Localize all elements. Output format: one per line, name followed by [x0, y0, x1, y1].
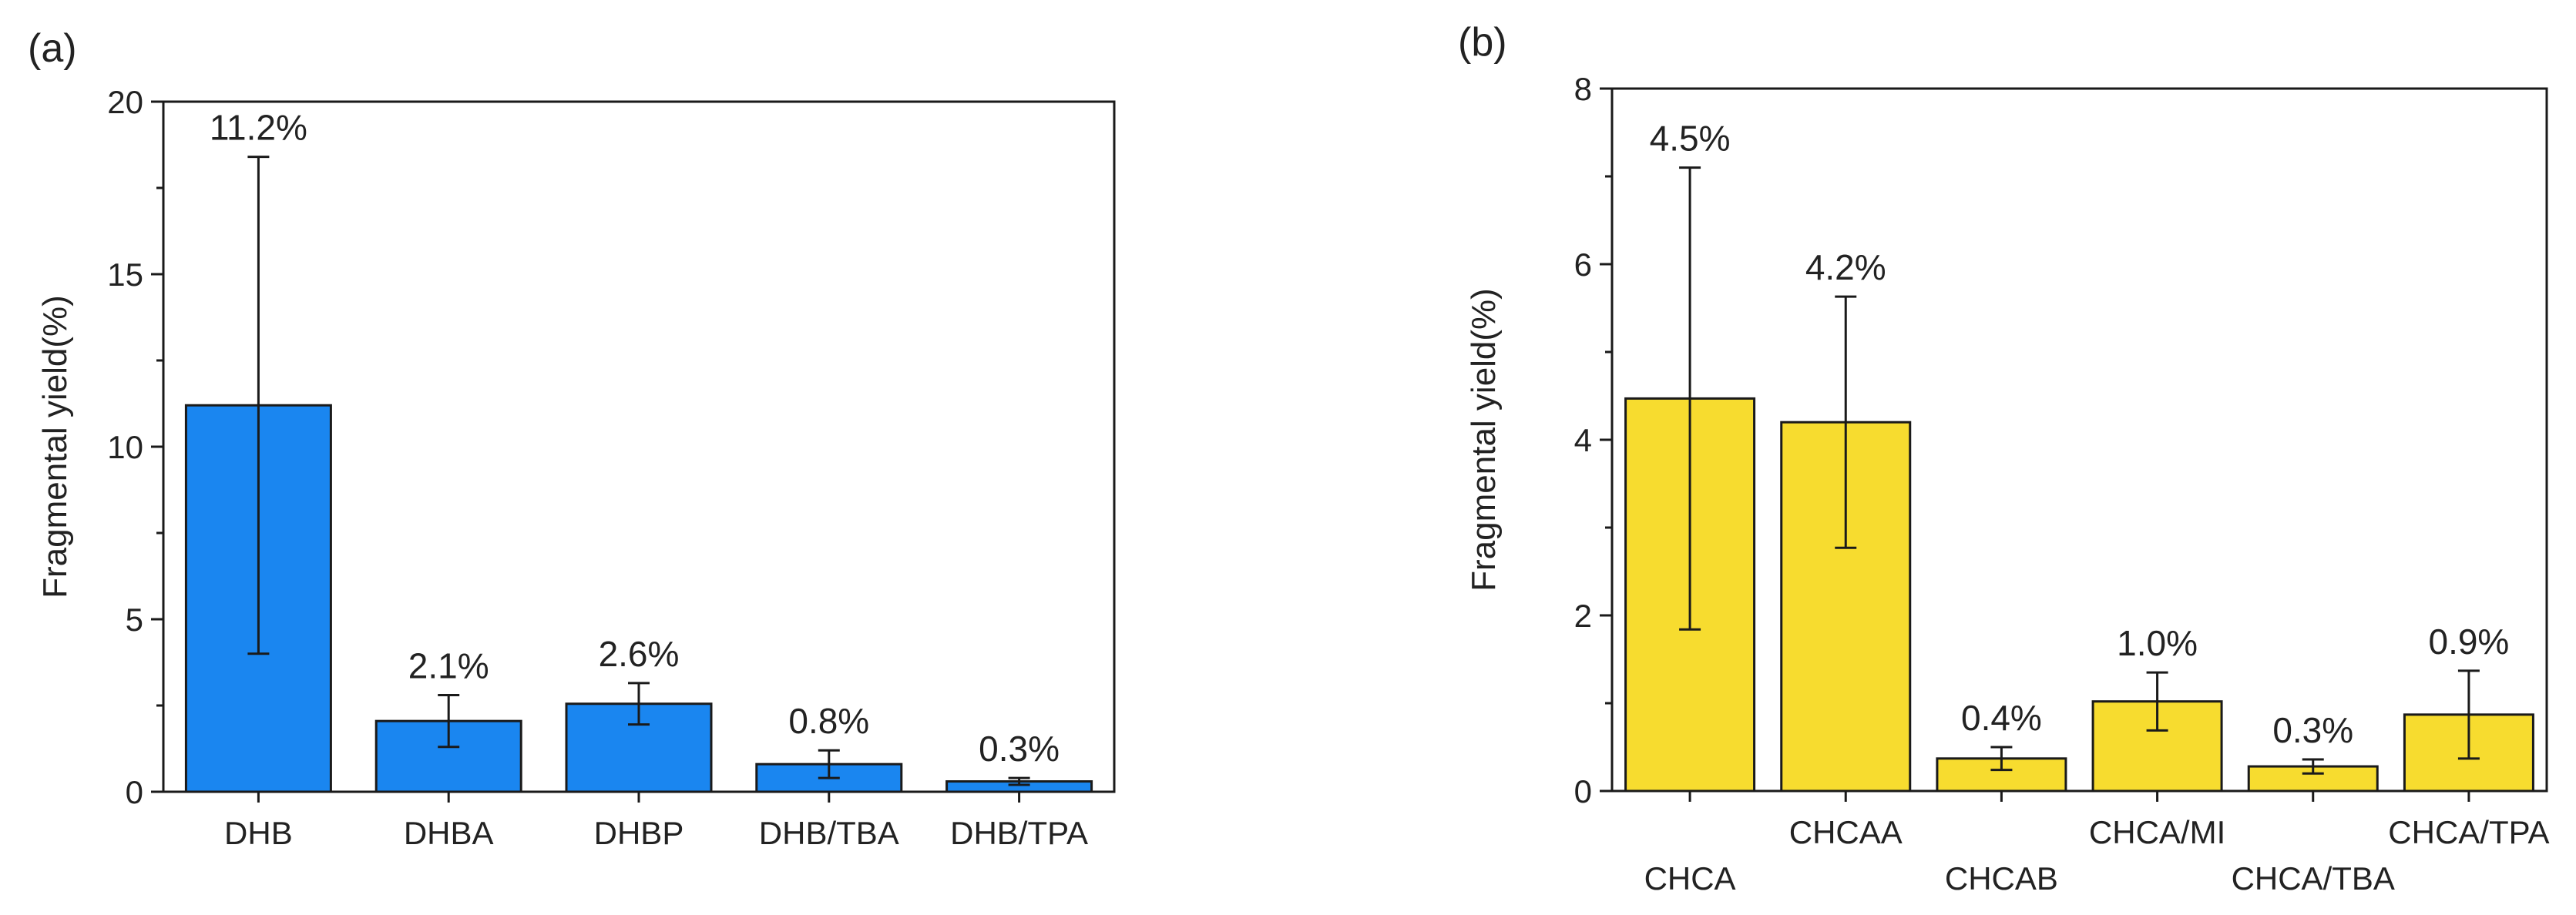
- panel-a-data-label: 2.6%: [599, 634, 680, 674]
- panel-b-data-label: 4.2%: [1805, 247, 1886, 287]
- panel-a-y-axis-label: Fragmental yield(%): [36, 295, 74, 598]
- panel-b-data-label: 1.0%: [2117, 623, 2198, 663]
- panel-b-y-tick-label: 8: [1574, 71, 1592, 107]
- panel-b-x-tick-label: CHCA: [1644, 860, 1736, 897]
- panel-b-x-tick-label: CHCAB: [1945, 860, 2058, 897]
- panel-b-y-tick-label: 2: [1574, 598, 1592, 634]
- panel-b-data-label: 0.4%: [1961, 698, 2042, 738]
- panel-a-data-label: 0.3%: [979, 729, 1060, 769]
- panel-b-x-tick-label: CHCA/TBA: [2232, 860, 2395, 897]
- panel-a-y-tick-label: 20: [107, 84, 143, 120]
- panel-b-y-tick-label: 6: [1574, 246, 1592, 283]
- panel-a-x-tick-label: DHB/TBA: [759, 815, 899, 851]
- panel-a-data-label: 2.1%: [408, 646, 489, 686]
- panel-a-y-tick-label: 10: [107, 429, 143, 465]
- panel-a-y-tick-label: 0: [126, 774, 143, 810]
- panel-b-y-axis-label: Fragmental yield(%): [1465, 288, 1503, 592]
- panel-a-data-label: 11.2%: [210, 108, 307, 148]
- panel-a-x-tick-label: DHBP: [594, 815, 684, 851]
- panel-b-y-tick-label: 4: [1574, 422, 1592, 458]
- panel-b-x-tick-label: CHCAA: [1789, 814, 1903, 850]
- panel-a-x-tick-label: DHBA: [404, 815, 494, 851]
- panel-b-label: (b): [1458, 20, 1507, 65]
- panel-a-y-tick-label: 15: [107, 256, 143, 293]
- panel-b-data-label: 0.9%: [2428, 622, 2509, 662]
- panel-a-y-tick-label: 5: [126, 602, 143, 638]
- panel-b-data-label: 0.3%: [2272, 710, 2353, 750]
- panel-b-x-tick-label: CHCA/TPA: [2388, 814, 2549, 850]
- panel-b-y-tick-label: 0: [1574, 773, 1592, 809]
- panel-a-data-label: 0.8%: [788, 701, 869, 741]
- panel-b-data-label: 4.5%: [1650, 119, 1731, 159]
- panel-a-x-tick-label: DHB: [224, 815, 293, 851]
- panel-a-label: (a): [28, 26, 77, 71]
- panel-b-x-tick-label: CHCA/MI: [2089, 814, 2225, 850]
- panel-a-x-tick-label: DHB/TPA: [950, 815, 1088, 851]
